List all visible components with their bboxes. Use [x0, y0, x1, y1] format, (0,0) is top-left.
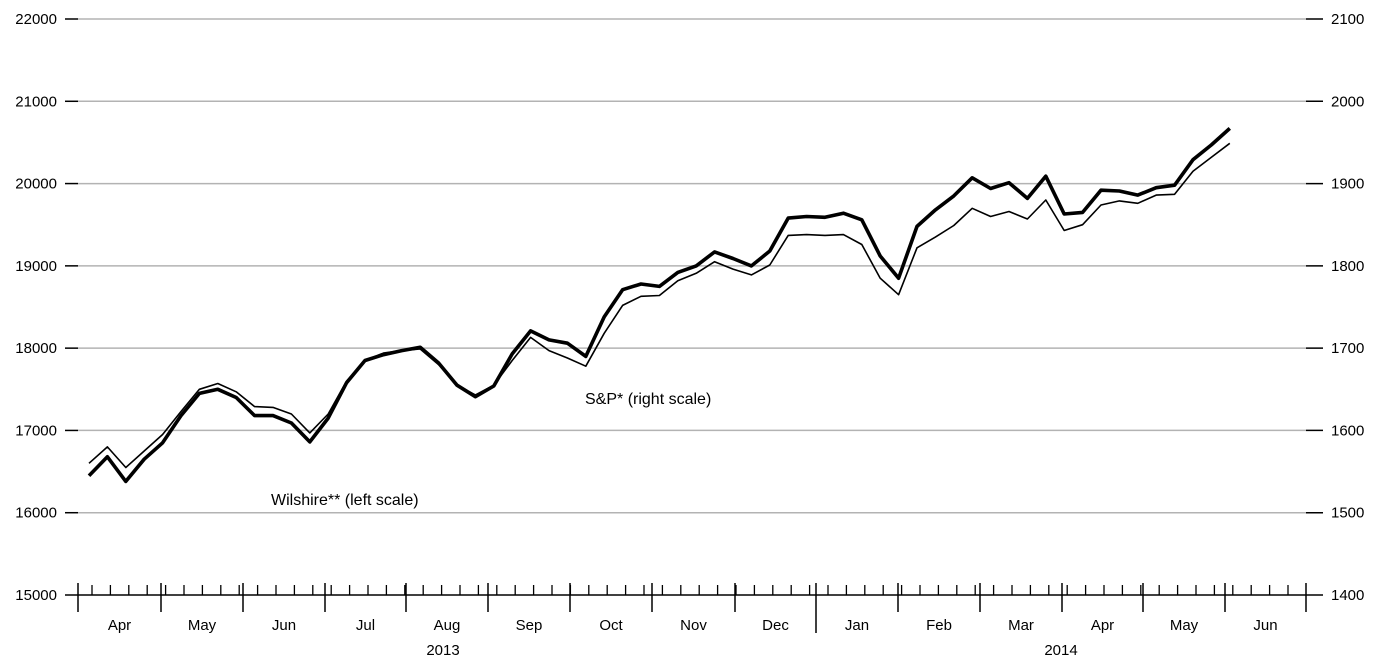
left-tick-label: 16000	[15, 505, 57, 522]
right-tick-label: 1900	[1331, 176, 1364, 193]
right-tick-label: 1600	[1331, 422, 1364, 439]
month-label: Nov	[680, 617, 707, 634]
x-axis: Apr May Jun Jul Aug Sep Oct Nov Dec Jan Feb Mar Apr M…	[77, 583, 1307, 659]
month-label: Sep	[516, 617, 543, 634]
month-label: Mar	[1008, 617, 1034, 634]
left-tick-label: 15000	[15, 587, 57, 604]
gridlines	[78, 18, 1306, 514]
month-label: Apr	[1091, 617, 1114, 634]
month-label: May	[188, 617, 217, 634]
left-tick-label: 19000	[15, 258, 57, 275]
month-label: Jan	[845, 617, 869, 634]
left-tick-label: 21000	[15, 93, 57, 110]
right-tick-label: 1700	[1331, 340, 1364, 357]
series-lines	[87, 127, 1232, 484]
month-label: Apr	[108, 617, 131, 634]
month-label: Oct	[599, 617, 623, 634]
month-label: Feb	[926, 617, 952, 634]
sp-series-line	[88, 142, 1231, 469]
wilshire-annotation: Wilshire** (left scale)	[271, 492, 419, 509]
right-tick-label: 2000	[1331, 93, 1364, 110]
month-label: May	[1170, 617, 1199, 634]
right-axis: 1400 1500 1600 1700 1800 1900 2000 2100	[1306, 11, 1364, 604]
left-tick-label: 20000	[15, 176, 57, 193]
year-label: 2014	[1044, 642, 1077, 659]
right-tick-label: 2100	[1331, 11, 1364, 28]
month-label: Dec	[762, 617, 789, 634]
month-label: Jun	[1253, 617, 1277, 634]
month-label: Jun	[272, 617, 296, 634]
left-tick-label: 17000	[15, 422, 57, 439]
left-tick-label: 18000	[15, 340, 57, 357]
right-tick-label: 1400	[1331, 587, 1364, 604]
year-label: 2013	[426, 642, 459, 659]
right-tick-label: 1800	[1331, 258, 1364, 275]
wilshire-series-line	[87, 127, 1232, 484]
month-label: Aug	[434, 617, 461, 634]
month-label: Jul	[356, 617, 375, 634]
left-tick-label: 22000	[15, 11, 57, 28]
sp-annotation: S&P* (right scale)	[585, 391, 711, 408]
left-axis: 15000 16000 17000 18000 19000 20000 21000 22000	[15, 11, 78, 604]
right-tick-label: 1500	[1331, 505, 1364, 522]
